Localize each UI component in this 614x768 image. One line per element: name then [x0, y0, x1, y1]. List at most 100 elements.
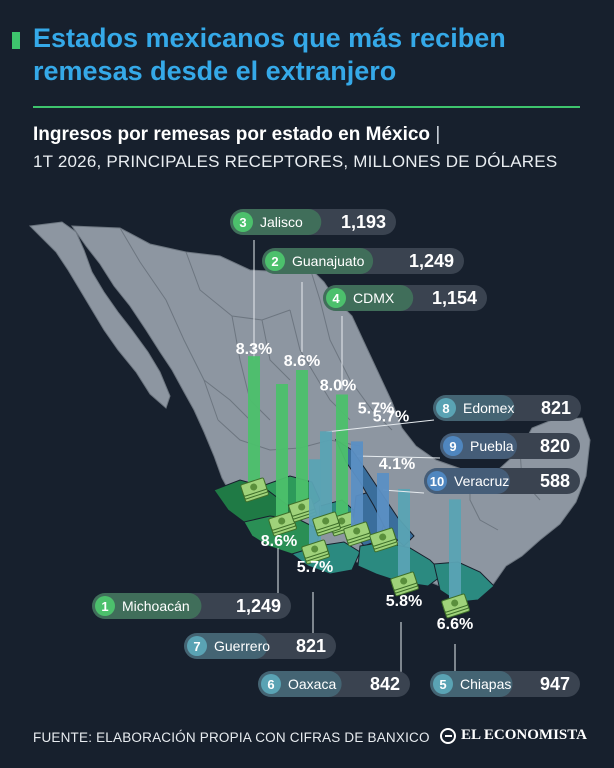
chart-unit-caption: 1T 2026, PRINCIPALES RECEPTORES, MILLONE…: [33, 152, 558, 171]
rank-badge: [233, 212, 253, 232]
rank-number: 3: [239, 215, 246, 230]
rank-badge: [95, 596, 115, 616]
value-label: 821: [541, 398, 571, 418]
brand-icon: [440, 727, 456, 744]
map-state-borders: [119, 227, 541, 531]
value-label: 1,249: [409, 251, 454, 271]
state-pill: [262, 248, 464, 274]
rank-badge: [436, 398, 456, 418]
state-name: Puebla: [470, 438, 514, 454]
rank-badge: [261, 674, 281, 694]
bar-veracruz: [377, 473, 389, 538]
rank-number: 10: [430, 474, 444, 489]
title-divider: [33, 106, 580, 108]
subtitle-separator: |: [435, 124, 441, 145]
state-pill: [440, 433, 580, 459]
state-pill-tint: [184, 633, 268, 659]
money-stack-icon: [268, 511, 297, 537]
bar-puebla: [351, 441, 363, 532]
value-label: 1,249: [236, 596, 281, 616]
chart-layer: 8.6% 1 Michoacán 1,249 8.6% 2 Guanajuato 1,249 8…: [92, 209, 581, 697]
share-label: 8.3%: [236, 341, 272, 358]
state-pill-tint: [262, 248, 374, 274]
footer-source: FUENTE: ELABORACIÓN PROPIA CON CIFRAS DE…: [33, 730, 430, 745]
state-pill: [433, 395, 581, 421]
rank-badge: [187, 636, 207, 656]
value-label: 588: [540, 471, 570, 491]
state-name: Veracruz: [454, 473, 509, 489]
rank-badge: [326, 288, 346, 308]
title-accent-mark: [12, 32, 20, 49]
bar-michoacán: [276, 384, 288, 522]
value-label: 820: [540, 436, 570, 456]
state-pill-tint: [92, 593, 202, 619]
state-pill: [184, 633, 336, 659]
state-pill-tint: [323, 285, 414, 311]
bar-guerrero: [309, 459, 321, 550]
money-stack-icon: [240, 477, 269, 503]
state-name: Oaxaca: [288, 676, 336, 692]
rank-badge: [433, 674, 453, 694]
value-label: 821: [296, 636, 326, 656]
state-pill-tint: [424, 468, 510, 494]
share-label: 5.7%: [358, 400, 394, 417]
state-name: Jalisco: [260, 214, 303, 230]
state-name: Chiapas: [460, 676, 511, 692]
state-pill-tint: [230, 209, 322, 235]
rank-number: 2: [271, 254, 278, 269]
state-pill: [430, 671, 580, 697]
state-pill: [230, 209, 396, 235]
state-pill-tint: [258, 671, 342, 697]
state-pill: [92, 593, 291, 619]
share-label: 8.6%: [284, 353, 320, 370]
state-name: Guerrero: [214, 638, 270, 654]
leader-line: [382, 489, 425, 494]
share-label: 5.8%: [386, 593, 422, 610]
value-label: 947: [540, 674, 570, 694]
page-title: Estados mexicanos que más reciben remesa…: [33, 23, 506, 86]
brand-name: EL ECONOMISTA: [461, 727, 587, 743]
value-label: 1,193: [341, 212, 386, 232]
rank-badge: [427, 471, 447, 491]
share-label: 6.6%: [437, 616, 473, 633]
bar-edomex: [320, 431, 332, 522]
rank-number: 8: [442, 401, 449, 416]
state-pill: [424, 468, 580, 494]
value-label: 1,154: [432, 288, 477, 308]
bar-chiapas: [449, 499, 461, 604]
bar-guanajuato: [296, 370, 308, 508]
subtitle-bold: Ingresos por remesas por estado en Méxic…: [33, 124, 431, 145]
brand-logo: EL ECONOMISTA: [440, 727, 587, 744]
share-label: 5.7%: [297, 559, 333, 576]
leader-line: [356, 455, 441, 459]
share-label: 5.7%: [373, 408, 409, 425]
bar-jalisco: [248, 356, 260, 488]
state-pill-tint: [430, 671, 513, 697]
state-name: Michoacán: [122, 598, 190, 614]
rank-number: 6: [267, 677, 274, 692]
share-label: 8.0%: [320, 377, 356, 394]
money-stack-icon: [301, 539, 330, 565]
money-stack-icon: [390, 571, 419, 597]
money-stack-icon: [312, 511, 341, 537]
rank-number: 4: [332, 291, 340, 306]
rank-number: 1: [101, 599, 108, 614]
state-pill: [323, 285, 487, 311]
share-label: 4.1%: [379, 456, 415, 473]
leader-line: [325, 419, 435, 433]
rank-number: 5: [439, 677, 446, 692]
rank-badge: [443, 436, 463, 456]
state-name: CDMX: [353, 290, 395, 306]
value-label: 842: [370, 674, 400, 694]
share-label: 8.6%: [261, 533, 297, 550]
money-stack-icon: [441, 593, 470, 619]
state-name: Guanajuato: [292, 253, 365, 269]
chart-subtitle: Ingresos por remesas por estado en Méxic…: [33, 124, 440, 146]
rank-number: 7: [193, 639, 200, 654]
state-pill: [258, 671, 410, 697]
bar-oaxaca: [398, 488, 410, 582]
money-stack-icon: [369, 527, 398, 553]
rank-number: 9: [449, 439, 456, 454]
map-baja-california: [28, 221, 171, 409]
